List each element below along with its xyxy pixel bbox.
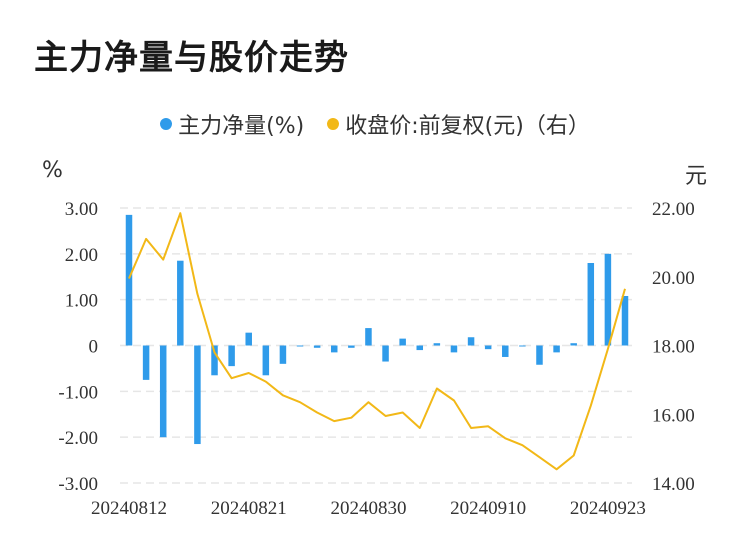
net-volume-bar: [279, 345, 287, 364]
chart-legend: 主力净量(%) 收盘价:前复权(元)（右）: [0, 108, 750, 140]
left-axis-unit: %: [42, 158, 63, 183]
net-volume-bar: [450, 345, 458, 353]
right-axis-unit: 元: [685, 164, 708, 189]
net-volume-bar: [159, 345, 167, 438]
legend-bar-dot-icon: [160, 118, 173, 130]
net-volume-bar: [313, 345, 321, 348]
x-tick-label: 20240830: [330, 498, 406, 519]
net-volume-bar: [570, 343, 577, 346]
net-volume-bar: [519, 345, 526, 347]
net-volume-bar: [194, 345, 201, 445]
net-volume-bar: [433, 343, 441, 346]
net-volume-bar: [621, 296, 629, 346]
x-tick-label: 20240923: [570, 498, 646, 519]
net-volume-bar: [262, 345, 270, 376]
legend-line-dot-icon: [327, 118, 340, 130]
left-tick-label: 1.00: [65, 291, 98, 312]
net-volume-bar: [348, 345, 355, 348]
net-volume-bar: [484, 345, 492, 350]
right-tick-label: 14.00: [652, 474, 695, 495]
legend-bar-label: 主力净量(%): [178, 114, 305, 139]
net-volume-bar: [228, 345, 235, 367]
x-tick-label: 20240821: [211, 498, 287, 519]
left-tick-label: 2.00: [65, 245, 98, 266]
net-volume-bar: [382, 345, 389, 362]
net-volume-bar: [125, 214, 133, 346]
net-volume-bar: [142, 345, 150, 380]
right-tick-label: 22.00: [652, 199, 695, 220]
net-volume-bar: [211, 345, 218, 376]
close-price-line: [128, 212, 626, 471]
x-tick-label: 20240812: [91, 498, 167, 519]
net-volume-bar: [587, 263, 595, 346]
net-volume-bar: [177, 260, 184, 346]
net-volume-bar: [604, 253, 612, 346]
net-volume-bar: [296, 345, 304, 347]
left-tick-label: -1.00: [58, 382, 98, 403]
x-tick-label: 20240910: [450, 498, 526, 519]
net-volume-bar: [553, 345, 560, 353]
right-tick-label: 18.00: [652, 337, 695, 358]
net-volume-bar: [245, 332, 252, 346]
left-tick-label: 3.00: [65, 199, 98, 220]
legend-item-bars[interactable]: 主力净量(%): [160, 108, 304, 140]
net-volume-bar: [416, 345, 424, 351]
net-volume-bar: [365, 328, 372, 346]
left-tick-label: -3.00: [58, 474, 98, 495]
legend-item-line[interactable]: 收盘价:前复权(元)（右）: [327, 108, 590, 140]
net-volume-bar: [467, 337, 475, 346]
net-volume-bar: [330, 345, 338, 353]
left-tick-label: -2.00: [58, 428, 98, 449]
chart-title: 主力净量与股价走势: [34, 38, 349, 78]
legend-line-label: 收盘价:前复权(元)（右）: [345, 114, 590, 139]
right-tick-label: 16.00: [652, 405, 695, 426]
left-tick-label: 0: [89, 337, 99, 358]
right-tick-label: 20.00: [652, 268, 695, 289]
net-volume-bar: [536, 345, 543, 365]
net-volume-bar: [502, 345, 509, 357]
net-volume-bar: [399, 338, 406, 346]
